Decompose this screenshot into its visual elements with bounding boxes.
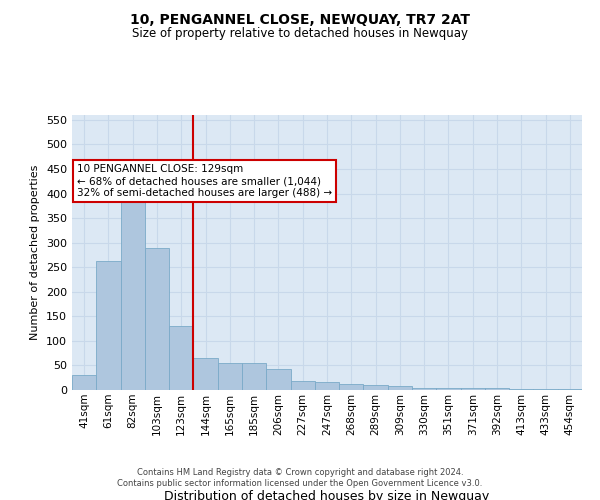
Text: Size of property relative to detached houses in Newquay: Size of property relative to detached ho… [132, 28, 468, 40]
Bar [96, 262, 121, 390]
Bar [485, 388, 509, 390]
Bar [242, 363, 266, 390]
Bar [218, 363, 242, 390]
Bar [388, 386, 412, 390]
X-axis label: Distribution of detached houses by size in Newquay: Distribution of detached houses by size … [164, 490, 490, 500]
Y-axis label: Number of detached properties: Number of detached properties [31, 165, 40, 340]
Bar [290, 381, 315, 390]
Bar [169, 326, 193, 390]
Bar [461, 388, 485, 390]
Bar [533, 389, 558, 390]
Bar [266, 370, 290, 390]
Bar [436, 388, 461, 390]
Bar [412, 388, 436, 390]
Text: Contains HM Land Registry data © Crown copyright and database right 2024.
Contai: Contains HM Land Registry data © Crown c… [118, 468, 482, 487]
Bar [72, 376, 96, 390]
Bar [558, 389, 582, 390]
Bar [339, 384, 364, 390]
Bar [121, 184, 145, 390]
Bar [315, 382, 339, 390]
Bar [193, 358, 218, 390]
Bar [509, 389, 533, 390]
Bar [364, 384, 388, 390]
Text: 10, PENGANNEL CLOSE, NEWQUAY, TR7 2AT: 10, PENGANNEL CLOSE, NEWQUAY, TR7 2AT [130, 12, 470, 26]
Text: 10 PENGANNEL CLOSE: 129sqm
← 68% of detached houses are smaller (1,044)
32% of s: 10 PENGANNEL CLOSE: 129sqm ← 68% of deta… [77, 164, 332, 198]
Bar [145, 248, 169, 390]
